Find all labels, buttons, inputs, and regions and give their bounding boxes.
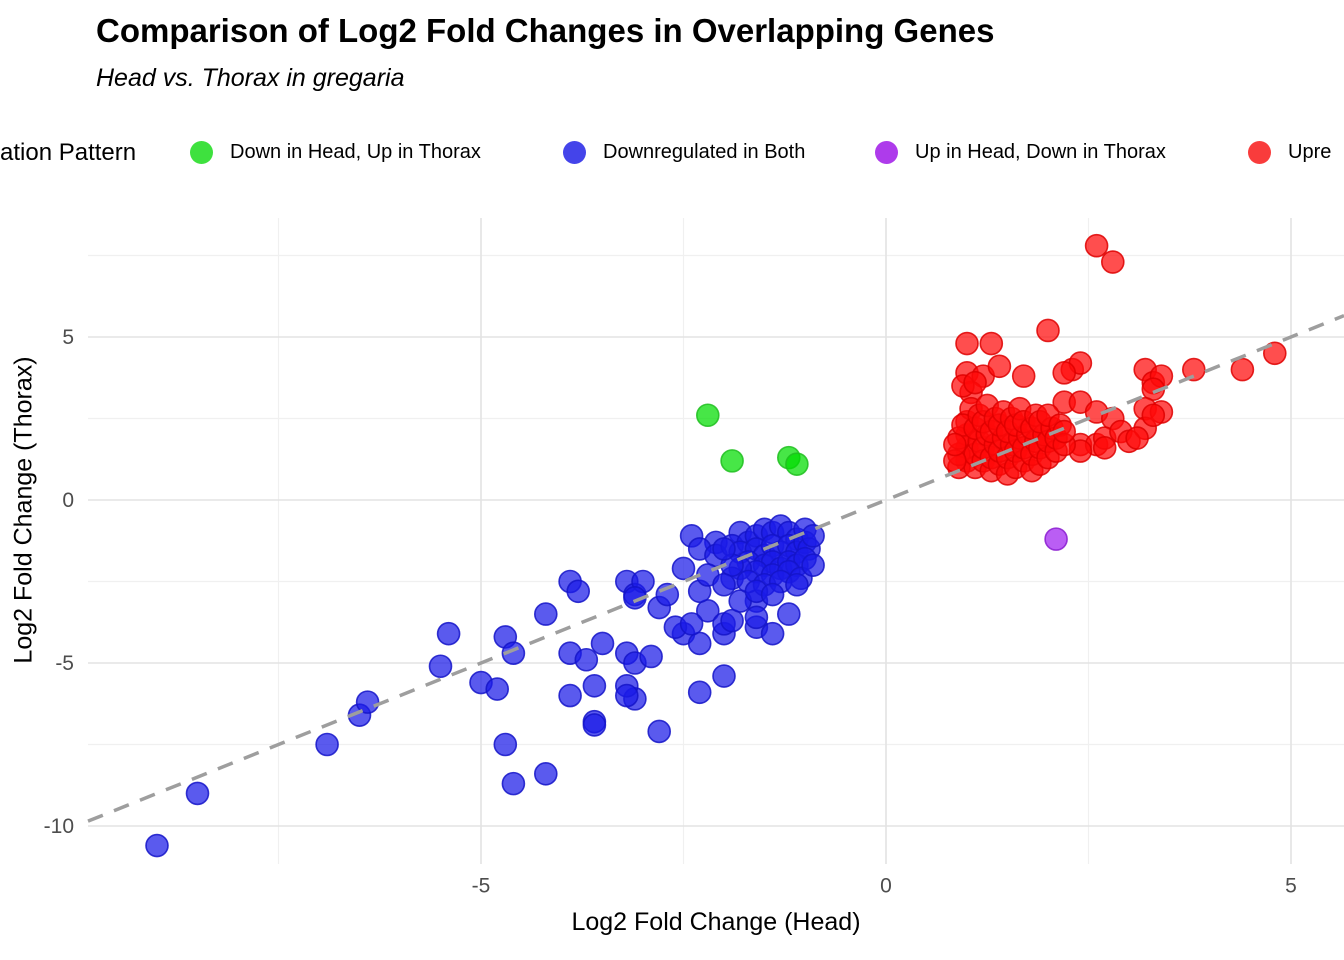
data-point [1052,361,1076,385]
data-point [1230,357,1255,382]
data-point [695,403,720,428]
data-point [574,647,599,672]
data-point [679,612,704,636]
x-tick-label: 5 [1285,874,1297,897]
data-point [501,771,526,796]
data-point [1263,341,1287,366]
data-point [785,452,809,476]
data-point [943,432,967,457]
data-point [1092,436,1117,460]
data-point [955,331,979,356]
data-point [963,370,987,395]
data-point [315,732,339,757]
data-point [979,331,1004,356]
data-point [1036,318,1060,343]
data-point [558,683,582,708]
data-point [687,631,712,656]
chart-subtitle: Head vs. Thorax in gregaria [96,64,405,92]
data-point [533,762,558,786]
data-point [687,680,712,705]
data-point [671,556,696,581]
x-tick-label: -5 [472,874,491,897]
data-point [1182,357,1206,382]
data-point [760,621,785,646]
y-tick-label: -5 [55,652,74,675]
data-point [712,664,736,688]
data-point [185,781,210,806]
data-point [582,674,607,698]
data-point [720,449,744,473]
data-point [582,713,607,737]
y-tick-label: -10 [44,815,74,838]
y-tick-label: 5 [62,326,74,349]
data-point [639,644,663,669]
data-point [712,572,736,597]
data-point [1125,426,1149,450]
x-tick-label: 0 [880,874,892,897]
data-point [987,354,1012,379]
data-point [801,524,825,548]
data-point [776,602,801,626]
data-point [501,641,526,666]
y-tick-label: 0 [62,489,74,512]
data-point [760,582,785,607]
data-point [614,683,639,708]
data-point [436,621,461,646]
data-point [647,719,672,744]
data-point [1044,527,1068,551]
x-axis-title: Log2 Fold Change (Head) [571,908,861,936]
y-axis-title: Log2 Fold Change (Thorax) [9,356,38,664]
data-point [590,631,615,656]
data-point [1141,403,1166,428]
data-point [1011,364,1036,388]
chart-title: Comparison of Log2 Fold Changes in Overl… [96,12,995,49]
data-point [1101,250,1125,274]
data-point [712,537,736,561]
data-point [744,605,769,630]
data-point [801,553,825,578]
data-point [145,833,169,858]
data-point [1084,233,1109,258]
data-point [428,654,453,679]
data-point [533,602,558,626]
data-point [493,732,518,757]
data-point [355,690,380,714]
data-point [566,579,591,604]
data-point [785,572,809,597]
identity-line [87,314,1344,823]
data-point [485,677,510,701]
data-point [720,608,744,633]
